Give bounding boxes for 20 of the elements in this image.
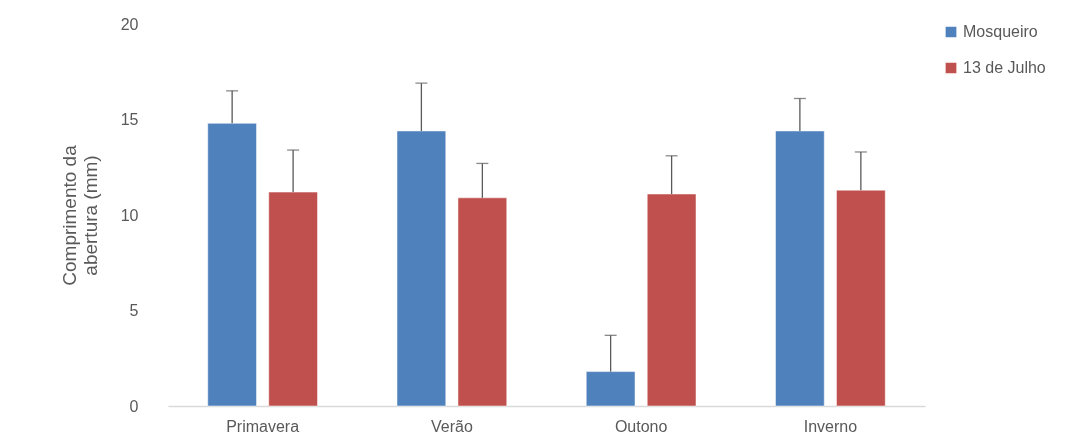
y-tick-label: 5 — [129, 302, 139, 319]
bar — [646, 193, 697, 407]
legend-label: Mosqueiro — [963, 23, 1038, 40]
bar — [396, 130, 447, 407]
bar — [585, 371, 636, 407]
x-tick-label: Outono — [614, 417, 668, 435]
bar — [457, 197, 508, 407]
x-tick-label: Verão — [430, 417, 473, 435]
bar — [207, 123, 257, 407]
y-tick-label: 10 — [120, 206, 139, 224]
bar — [836, 189, 886, 407]
y-tick-label: 0 — [129, 397, 139, 415]
legend-label: 13 de Julho — [963, 59, 1046, 76]
bar — [775, 130, 825, 407]
y-axis-title: Comprimento da abertura (mm) — [58, 144, 101, 286]
y-tick-label: 20 — [120, 15, 139, 33]
bar — [268, 191, 318, 407]
y-tick-label: 15 — [120, 111, 139, 128]
x-tick-label: Primavera — [226, 417, 300, 435]
x-tick-label: Inverno — [803, 417, 858, 435]
